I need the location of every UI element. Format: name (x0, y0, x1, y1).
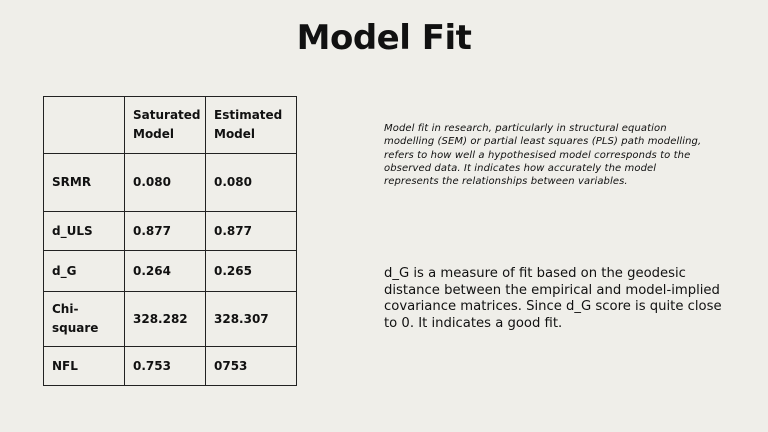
model-fit-table: Saturated Model Estimated Model SRMR 0.0… (43, 96, 297, 386)
saturated-value: 328.282 (124, 291, 206, 347)
header-cell-saturated: Saturated Model (124, 96, 206, 154)
row-label: d_ULS (43, 211, 125, 251)
table-header-row: Saturated Model Estimated Model (43, 96, 297, 154)
model-fit-description: Model fit in research, particularly in s… (384, 123, 702, 188)
table-row: d_G 0.264 0.265 (43, 250, 297, 292)
table-row: Chi-square 328.282 328.307 (43, 291, 297, 347)
header-cell-estimated: Estimated Model (205, 96, 297, 154)
estimated-value: 0753 (205, 346, 297, 386)
table-row: SRMR 0.080 0.080 (43, 153, 297, 212)
saturated-value: 0.877 (124, 211, 206, 251)
estimated-value: 328.307 (205, 291, 297, 347)
row-label: SRMR (43, 153, 125, 212)
table-row: d_ULS 0.877 0.877 (43, 211, 297, 251)
saturated-value: 0.080 (124, 153, 206, 212)
page-title: Model Fit (296, 18, 472, 58)
estimated-value: 0.080 (205, 153, 297, 212)
row-label: d_G (43, 250, 125, 292)
estimated-value: 0.265 (205, 250, 297, 292)
header-cell-empty (43, 96, 125, 154)
estimated-value: 0.877 (205, 211, 297, 251)
row-label: NFL (43, 346, 125, 386)
saturated-value: 0.753 (124, 346, 206, 386)
saturated-value: 0.264 (124, 250, 206, 292)
dg-explanation: d_G is a measure of fit based on the geo… (384, 266, 722, 331)
row-label: Chi-square (43, 291, 125, 347)
table-row: NFL 0.753 0753 (43, 346, 297, 386)
